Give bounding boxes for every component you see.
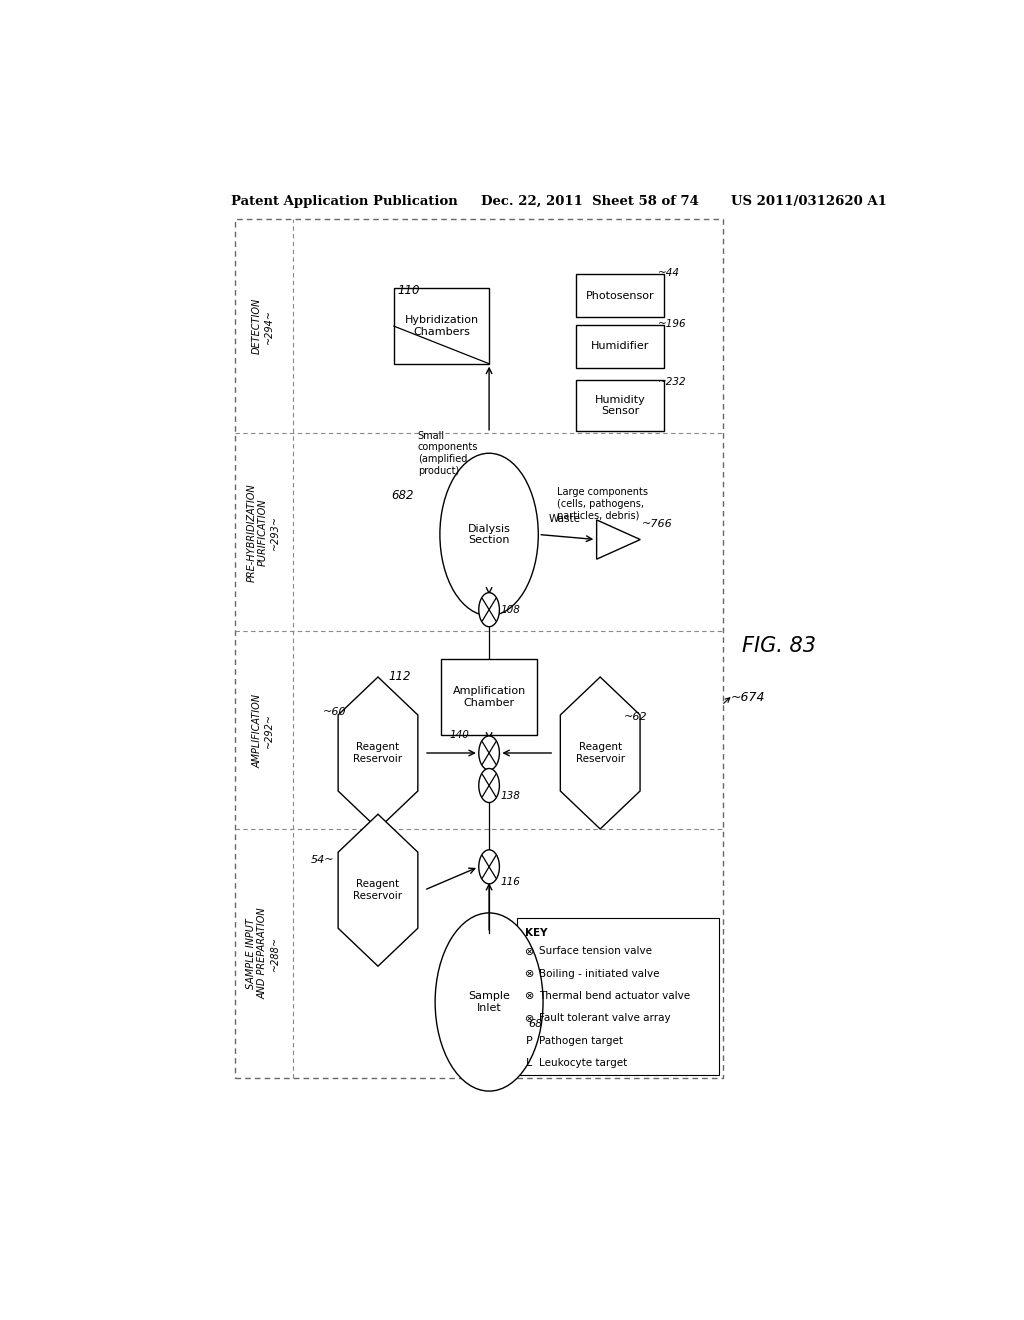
Bar <box>394 288 489 364</box>
Bar <box>577 380 664 430</box>
Ellipse shape <box>479 768 500 803</box>
Polygon shape <box>560 677 640 829</box>
Text: 682: 682 <box>391 490 414 503</box>
Bar <box>577 325 664 368</box>
Ellipse shape <box>479 737 500 770</box>
Text: Reagent
Reservoir: Reagent Reservoir <box>575 742 625 764</box>
Text: 68: 68 <box>528 1019 543 1030</box>
Bar <box>577 275 664 317</box>
Text: Thermal bend actuator valve: Thermal bend actuator valve <box>539 991 690 1001</box>
Ellipse shape <box>440 453 539 615</box>
Text: 116: 116 <box>501 876 521 887</box>
Text: US 2011/0312620 A1: US 2011/0312620 A1 <box>731 194 887 207</box>
Text: ~674: ~674 <box>731 690 766 704</box>
Bar <box>517 917 719 1076</box>
Text: $\otimes$: $\otimes$ <box>523 968 534 979</box>
Bar <box>236 219 723 1078</box>
Text: FIG. 83: FIG. 83 <box>741 636 816 656</box>
Text: DETECTION
~294~: DETECTION ~294~ <box>252 298 273 354</box>
Polygon shape <box>597 520 640 560</box>
Text: Fault tolerant valve array: Fault tolerant valve array <box>539 1014 671 1023</box>
Bar <box>441 659 537 735</box>
Text: Pathogen target: Pathogen target <box>539 1036 623 1045</box>
Text: ~232: ~232 <box>658 378 687 387</box>
Text: Amplification
Chamber: Amplification Chamber <box>453 686 525 708</box>
Text: Large components
(cells, pathogens,
particles, debris): Large components (cells, pathogens, part… <box>557 487 647 520</box>
Text: ~196: ~196 <box>658 319 687 329</box>
Text: L: L <box>525 1059 531 1068</box>
Text: Humidifier: Humidifier <box>591 342 649 351</box>
Text: $\otimes$: $\otimes$ <box>523 945 534 957</box>
Text: Leukocyte target: Leukocyte target <box>539 1059 628 1068</box>
Text: 54~: 54~ <box>310 855 334 865</box>
Text: 112: 112 <box>389 671 412 684</box>
Text: Dec. 22, 2011  Sheet 58 of 74: Dec. 22, 2011 Sheet 58 of 74 <box>481 194 699 207</box>
Text: 138: 138 <box>501 791 521 801</box>
Text: P: P <box>525 1036 532 1045</box>
Text: $\otimes$: $\otimes$ <box>523 990 534 1002</box>
Text: Photosensor: Photosensor <box>586 290 654 301</box>
Text: Reagent
Reservoir: Reagent Reservoir <box>353 742 402 764</box>
Text: ~44: ~44 <box>658 268 680 279</box>
Text: Hybridization
Chambers: Hybridization Chambers <box>404 315 478 337</box>
Text: Surface tension valve: Surface tension valve <box>539 946 652 956</box>
Text: Dialysis
Section: Dialysis Section <box>468 524 511 545</box>
Text: KEY: KEY <box>524 928 547 937</box>
Text: Patent Application Publication: Patent Application Publication <box>231 194 458 207</box>
Text: Small
components
(amplified
product): Small components (amplified product) <box>418 430 478 475</box>
Text: AMPLIFICATION
~292~: AMPLIFICATION ~292~ <box>252 693 273 768</box>
Text: Waste: Waste <box>549 515 581 524</box>
Text: SAMPLE INPUT
AND PREPARATION
~288~: SAMPLE INPUT AND PREPARATION ~288~ <box>247 907 280 999</box>
Text: PRE-HYBRIDIZATION
PURIFICATION
~293~: PRE-HYBRIDIZATION PURIFICATION ~293~ <box>247 483 280 582</box>
Ellipse shape <box>479 850 500 884</box>
Text: 108: 108 <box>501 605 521 615</box>
Text: $\otimes$: $\otimes$ <box>523 1012 534 1024</box>
Polygon shape <box>338 677 418 829</box>
Ellipse shape <box>479 593 500 627</box>
Polygon shape <box>338 814 418 966</box>
Text: Humidity
Sensor: Humidity Sensor <box>595 395 645 416</box>
Text: ~60: ~60 <box>323 708 346 717</box>
Text: 110: 110 <box>397 284 420 297</box>
Text: ~62: ~62 <box>624 713 647 722</box>
Text: 140: 140 <box>450 730 469 739</box>
Text: Boiling - initiated valve: Boiling - initiated valve <box>539 969 659 978</box>
Ellipse shape <box>435 913 543 1092</box>
Text: ~766: ~766 <box>642 519 673 529</box>
Text: Reagent
Reservoir: Reagent Reservoir <box>353 879 402 902</box>
Text: Sample
Inlet: Sample Inlet <box>468 991 510 1012</box>
